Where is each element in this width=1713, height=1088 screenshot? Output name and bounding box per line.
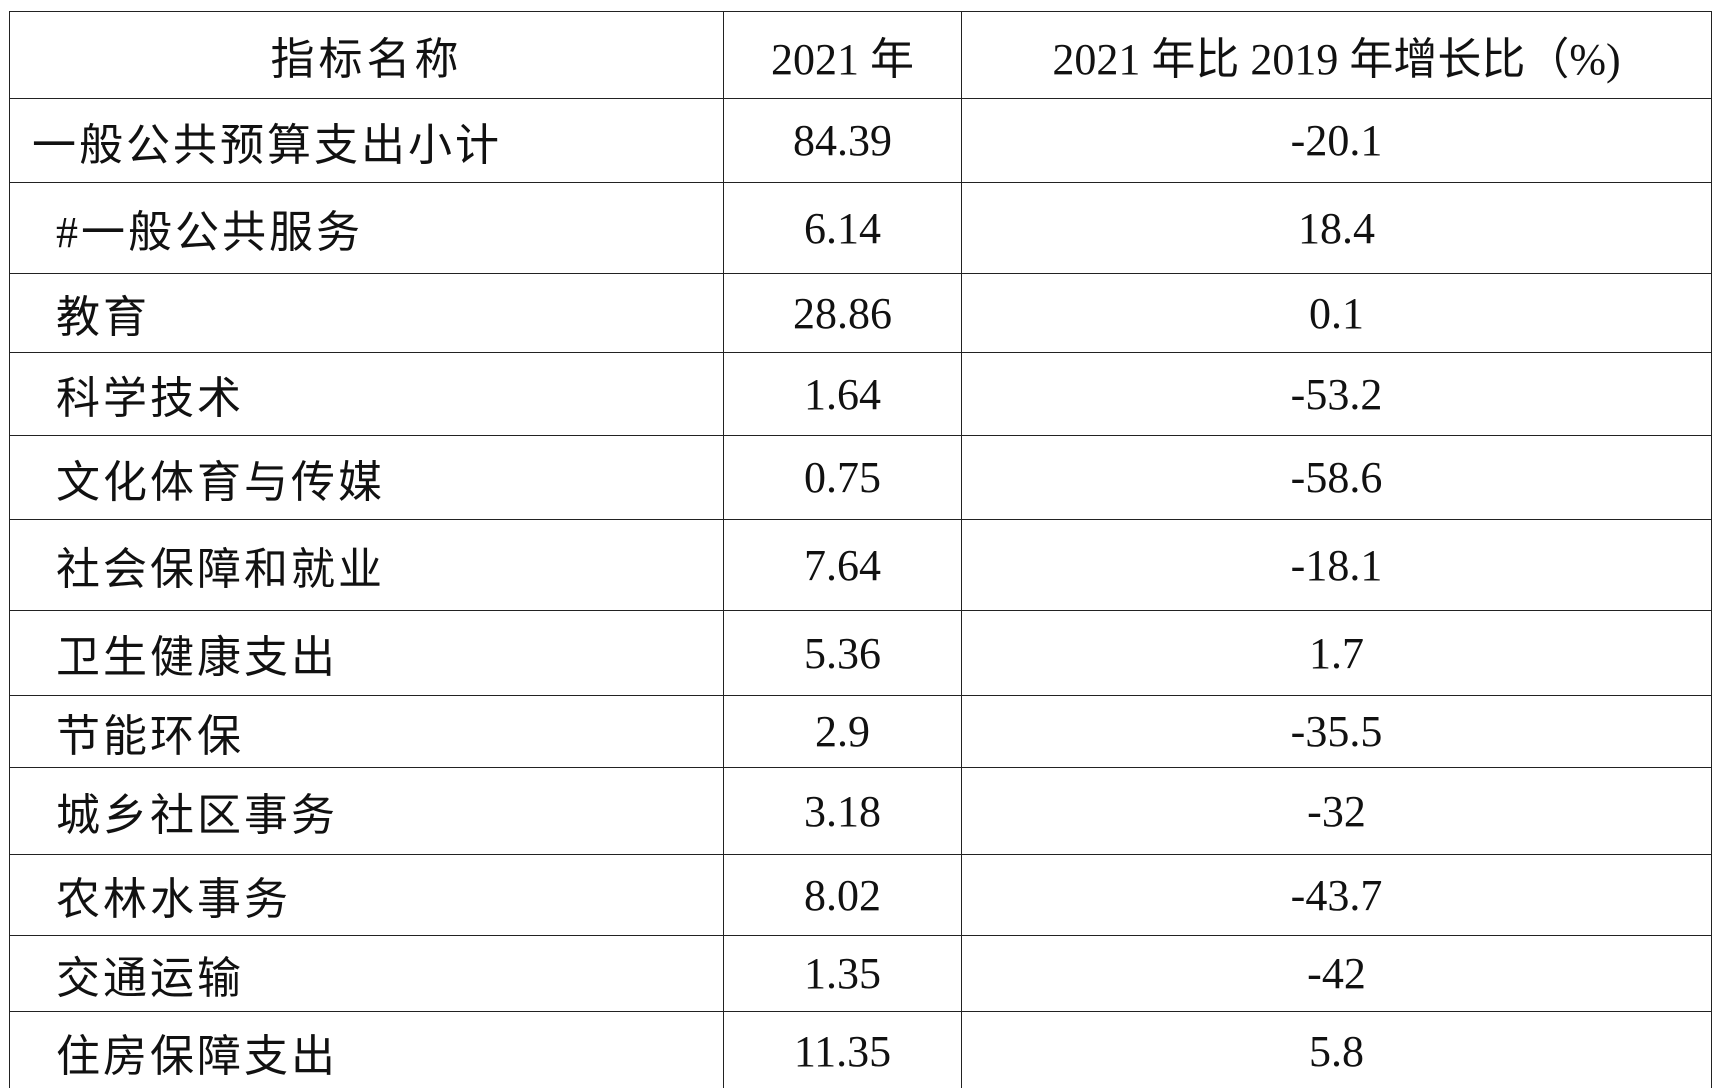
value-cell: -43.7 (961, 854, 1712, 936)
value-cell: 0.1 (961, 273, 1712, 353)
table-row: 住房保障支出 11.35 5.8 (9, 1011, 1712, 1088)
table-row: 教育 28.86 0.1 (9, 273, 1712, 353)
value-cell: 7.64 (723, 519, 962, 611)
table-row: 社会保障和就业 7.64 -18.1 (9, 519, 1712, 611)
table-row: #一般公共服务 6.14 18.4 (9, 182, 1712, 274)
header-cell: 2021 年 (723, 11, 962, 99)
data-table: 指标名称 2021 年 2021 年比 2019 年增长比（%) 一般公共预算支出小… (9, 11, 1712, 1088)
row-label: 卫生健康支出 (9, 610, 724, 696)
value-cell: -20.1 (961, 98, 1712, 183)
value-cell: 5.8 (961, 1011, 1712, 1088)
value-cell: 3.18 (723, 767, 962, 855)
value-cell: -42 (961, 935, 1712, 1012)
value-cell: 5.36 (723, 610, 962, 696)
row-label: 社会保障和就业 (9, 519, 724, 611)
value-cell: 6.14 (723, 182, 962, 274)
row-label: 科学技术 (9, 352, 724, 436)
value-cell: 28.86 (723, 273, 962, 353)
value-cell: -32 (961, 767, 1712, 855)
value-cell: 0.75 (723, 435, 962, 520)
table-row: 节能环保 2.9 -35.5 (9, 695, 1712, 768)
row-label: 农林水事务 (9, 854, 724, 936)
row-label: 教育 (9, 273, 724, 353)
table-row: 文化体育与传媒 0.75 -58.6 (9, 435, 1712, 520)
table-row: 交通运输 1.35 -42 (9, 935, 1712, 1012)
value-cell: -53.2 (961, 352, 1712, 436)
row-label: 节能环保 (9, 695, 724, 768)
header-cell: 指标名称 (9, 11, 724, 99)
table-body: 一般公共预算支出小计 84.39 -20.1 #一般公共服务 6.14 18.4 教育 28.… (9, 98, 1712, 1088)
value-cell: 18.4 (961, 182, 1712, 274)
table-row: 一般公共预算支出小计 84.39 -20.1 (9, 98, 1712, 183)
value-cell: 2.9 (723, 695, 962, 768)
value-cell: 84.39 (723, 98, 962, 183)
value-cell: -18.1 (961, 519, 1712, 611)
value-cell: 11.35 (723, 1011, 962, 1088)
row-label: 城乡社区事务 (9, 767, 724, 855)
header-row: 指标名称 2021 年 2021 年比 2019 年增长比（%) (9, 11, 1712, 99)
table-row: 城乡社区事务 3.18 -32 (9, 767, 1712, 855)
value-cell: 8.02 (723, 854, 962, 936)
row-label: 文化体育与传媒 (9, 435, 724, 520)
table-row: 科学技术 1.64 -53.2 (9, 352, 1712, 436)
value-cell: 1.7 (961, 610, 1712, 696)
table-row: 卫生健康支出 5.36 1.7 (9, 610, 1712, 696)
table-row: 农林水事务 8.02 -43.7 (9, 854, 1712, 936)
header-cell: 2021 年比 2019 年增长比（%) (961, 11, 1712, 99)
row-label: #一般公共服务 (9, 182, 724, 274)
value-cell: -35.5 (961, 695, 1712, 768)
row-label: 住房保障支出 (9, 1011, 724, 1088)
row-label: 一般公共预算支出小计 (9, 98, 724, 183)
value-cell: 1.35 (723, 935, 962, 1012)
value-cell: -58.6 (961, 435, 1712, 520)
value-cell: 1.64 (723, 352, 962, 436)
row-label: 交通运输 (9, 935, 724, 1012)
